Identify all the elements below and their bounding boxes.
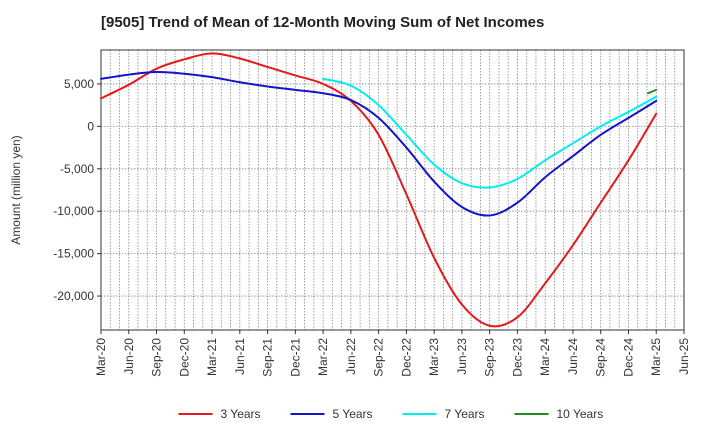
y-tick-label: 5,000 bbox=[64, 77, 94, 91]
x-tick-label: Mar-22 bbox=[316, 338, 330, 376]
y-axis-label: Amount (million yen) bbox=[9, 135, 23, 244]
series-group bbox=[100, 52, 658, 328]
x-tick-label: Sep-24 bbox=[594, 338, 608, 377]
legend-item-3-years: 3 Years bbox=[178, 407, 261, 421]
legend: 3 Years 5 Years 7 Years 10 Years bbox=[178, 407, 604, 421]
x-tick-label: Dec-22 bbox=[399, 338, 413, 377]
x-tick-label: Mar-23 bbox=[427, 338, 441, 376]
x-tick-label: Jun-24 bbox=[566, 338, 580, 375]
y-axis: 5,000 0 -5,000 -10,000 -15,000 -20,000 bbox=[53, 77, 101, 303]
plot-frame bbox=[100, 49, 685, 331]
plot-area bbox=[101, 50, 684, 330]
series-line-3-years bbox=[100, 52, 658, 328]
x-tick-label: Sep-23 bbox=[483, 338, 497, 377]
legend-item-10-years: 10 Years bbox=[514, 407, 604, 421]
x-tick-label: Dec-20 bbox=[177, 338, 191, 377]
legend-label: 3 Years bbox=[221, 407, 261, 421]
x-tick-label: Jun-22 bbox=[344, 338, 358, 375]
x-tick-label: Jun-23 bbox=[455, 338, 469, 375]
y-tick-label: -5,000 bbox=[60, 162, 94, 176]
chart-title: [9505] Trend of Mean of 12-Month Moving … bbox=[101, 14, 545, 31]
legend-label: 7 Years bbox=[445, 407, 485, 421]
x-tick-label: Sep-20 bbox=[150, 338, 164, 377]
legend-item-5-years: 5 Years bbox=[290, 407, 373, 421]
x-tick-label: Dec-24 bbox=[621, 338, 635, 377]
series-line-10-years bbox=[646, 88, 658, 95]
x-tick-label: Sep-22 bbox=[372, 338, 386, 377]
y-tick-label: -15,000 bbox=[53, 247, 94, 261]
x-tick-label: Jun-25 bbox=[677, 338, 691, 375]
x-tick-label: Mar-25 bbox=[649, 338, 663, 376]
legend-label: 10 Years bbox=[557, 407, 604, 421]
x-tick-label: Mar-21 bbox=[205, 338, 219, 376]
y-tick-label: -10,000 bbox=[53, 204, 94, 218]
x-tick-label: Mar-24 bbox=[538, 338, 552, 376]
series-line-7-years bbox=[322, 77, 658, 189]
series-line-5-years bbox=[100, 71, 658, 217]
y-tick-label: 0 bbox=[87, 119, 94, 133]
legend-label: 5 Years bbox=[333, 407, 373, 421]
x-tick-label: Sep-21 bbox=[261, 338, 275, 377]
x-axis: Mar-20 Jun-20 Sep-20 Dec-20 Mar-21 Jun-21 Sep-… bbox=[94, 330, 691, 377]
y-tick-label: -20,000 bbox=[53, 289, 94, 303]
x-tick-label: Jun-21 bbox=[233, 338, 247, 375]
horizontal-grid bbox=[101, 83, 684, 297]
legend-item-7-years: 7 Years bbox=[402, 407, 485, 421]
x-tick-label: Dec-21 bbox=[288, 338, 302, 377]
x-tick-label: Dec-23 bbox=[510, 338, 524, 377]
x-tick-label: Mar-20 bbox=[94, 338, 108, 376]
x-tick-label: Jun-20 bbox=[122, 338, 136, 375]
